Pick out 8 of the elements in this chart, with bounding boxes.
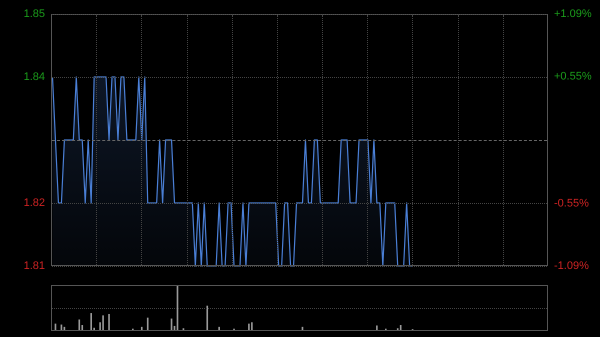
y2-tick-label: -0.55% [554,198,590,210]
y-tick-label: 1.81 [24,260,45,272]
y-tick-label: 1.85 [24,8,45,20]
y-tick-label: 1.84 [24,71,45,83]
y-tick-label: 1.82 [24,197,45,209]
y2-tick-label: +0.55% [554,70,592,82]
y2-tick-label: -1.09% [554,260,590,272]
y2-tick-label: +1.09% [554,8,592,20]
